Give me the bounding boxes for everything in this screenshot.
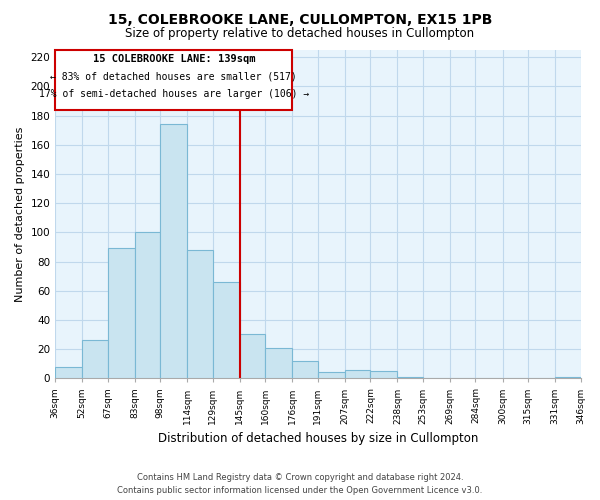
- Bar: [240, 334, 265, 378]
- Bar: [108, 248, 135, 378]
- Bar: [55, 50, 292, 110]
- Bar: [82, 340, 108, 378]
- Bar: [555, 377, 581, 378]
- Text: Contains HM Land Registry data © Crown copyright and database right 2024.
Contai: Contains HM Land Registry data © Crown c…: [118, 474, 482, 495]
- Text: Size of property relative to detached houses in Cullompton: Size of property relative to detached ho…: [125, 28, 475, 40]
- Bar: [370, 371, 397, 378]
- Bar: [345, 370, 370, 378]
- Text: 15 COLEBROOKE LANE: 139sqm: 15 COLEBROOKE LANE: 139sqm: [92, 54, 255, 64]
- Text: ← 83% of detached houses are smaller (517): ← 83% of detached houses are smaller (51…: [50, 72, 297, 82]
- Bar: [318, 372, 345, 378]
- Bar: [397, 377, 423, 378]
- Text: 15, COLEBROOKE LANE, CULLOMPTON, EX15 1PB: 15, COLEBROOKE LANE, CULLOMPTON, EX15 1P…: [108, 12, 492, 26]
- Bar: [213, 282, 240, 378]
- Bar: [187, 250, 213, 378]
- Bar: [292, 361, 318, 378]
- Bar: [135, 232, 160, 378]
- Bar: [265, 348, 292, 378]
- Bar: [160, 124, 187, 378]
- Bar: [55, 366, 82, 378]
- Text: 17% of semi-detached houses are larger (106) →: 17% of semi-detached houses are larger (…: [38, 88, 309, 99]
- X-axis label: Distribution of detached houses by size in Cullompton: Distribution of detached houses by size …: [158, 432, 478, 445]
- Y-axis label: Number of detached properties: Number of detached properties: [15, 126, 25, 302]
